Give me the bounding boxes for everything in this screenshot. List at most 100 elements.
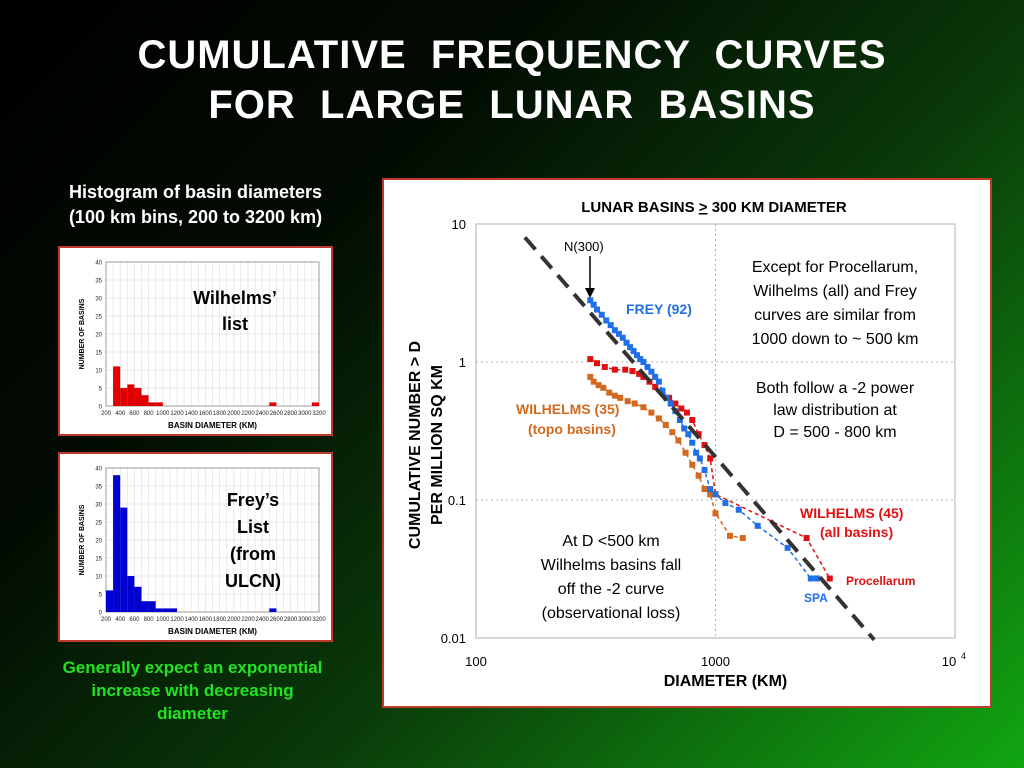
wilhelms-all-series-note: (all basins) — [820, 524, 893, 540]
frey-histogram-xtick-label: 2400 — [256, 617, 270, 623]
n300-arrowhead — [585, 288, 595, 298]
wilhelms-histogram-xtick-label: 2600 — [270, 411, 284, 417]
wilhelms-all-series-point — [629, 368, 636, 375]
wilhelms-topo-series-point — [682, 449, 689, 456]
wilhelms-topo-series-point — [648, 409, 655, 416]
title-line-2: FOR LARGE LUNAR BASINS — [208, 83, 816, 127]
wilhelms-histogram-ytick-label: 20 — [95, 333, 102, 339]
y-axis-label-line-1: CUMULATIVE NUMBER > D — [407, 341, 424, 549]
wilhelms-all-series-point — [672, 400, 679, 407]
wilhelms-histogram-ytick-label: 15 — [95, 351, 102, 357]
frey-histogram-xtick-label: 3000 — [298, 617, 312, 623]
wilhelms-all-series-point — [601, 363, 608, 370]
slide-title: CUMULATIVE FREQUENCY CURVES FOR LARGE LU… — [0, 30, 1024, 130]
frey-histogram-xtick-label: 1800 — [213, 617, 227, 623]
wilhelms-histogram-bar — [120, 388, 128, 406]
wilhelms-histogram-chart: 0 5 10 15 20 25 30 35 40 200 400 600 800 1000 1200 1400… — [79, 261, 326, 431]
wilhelms-topo-series-point — [662, 421, 669, 428]
wilhelms-histogram-panel: 0 5 10 15 20 25 30 35 40 200 400 600 800 1000 1200 1400… — [58, 246, 333, 436]
wilhelms-histogram-ytick-label: 25 — [95, 315, 102, 321]
frey-histogram-bar — [127, 576, 135, 612]
bottom-caption-line-2: increase with decreasing — [91, 681, 294, 700]
y-tick-label: 0.01 — [441, 631, 466, 646]
wilhelms-histogram-bar — [155, 402, 163, 406]
frey-series-point — [707, 486, 714, 493]
frey-series-point — [685, 431, 692, 438]
wilhelms-topo-series-point — [727, 532, 734, 539]
n300-label: N(300) — [564, 239, 604, 254]
frey-series-label: FREY (92) — [626, 301, 692, 317]
wilhelms-topo-series-point — [640, 404, 647, 411]
frey-histogram-panel: 0 5 10 15 20 25 30 35 40 200 400 600 800 1000 1200 1400… — [58, 452, 333, 642]
frey-histogram-xtick-label: 600 — [129, 617, 140, 623]
wilhelms-histogram-bar — [113, 366, 121, 406]
frey-histogram-xtick-label: 2600 — [270, 617, 284, 623]
frey-histogram-ytick-label: 5 — [99, 593, 103, 599]
y-tick-label: 0.1 — [448, 493, 466, 508]
wilhelms-histogram-xtick-label: 3200 — [312, 411, 326, 417]
frey-histogram-plot-border — [105, 467, 320, 613]
frey-histogram-bar — [134, 586, 142, 612]
wilhelms-histogram-ylabel: NUMBER OF BASINS — [79, 298, 86, 369]
bottom-caption: Generally expect an exponential increase… — [30, 656, 355, 725]
wilhelms-all-series-point — [611, 366, 618, 373]
frey-histogram-xlabel: BASIN DIAMETER (KM) — [168, 627, 257, 636]
frey-series-point — [623, 339, 630, 346]
y-tick-label: 10 — [452, 217, 466, 232]
y-axis-label-line-2: PER MILLION SQ KM — [429, 365, 446, 525]
wilhelms-topo-series-point — [669, 429, 676, 436]
frey-histogram-bar — [141, 601, 149, 612]
wilhelms-histogram-bar — [127, 384, 135, 406]
wilhelms-histogram-ytick-label: 10 — [95, 369, 102, 375]
frey-series-point — [640, 359, 647, 365]
frey-histogram-ytick-label: 25 — [95, 521, 102, 527]
wilhelms-all-series-point — [622, 366, 629, 373]
wilhelms-histogram-list-label: list — [222, 314, 248, 334]
frey-histogram-ylabel: NUMBER OF BASINS — [79, 504, 86, 575]
frey-histogram-xtick-label: 3200 — [312, 617, 326, 623]
wilhelms-all-series-label: WILHELMS (45) — [800, 505, 903, 521]
similarity-note-line: 1000 down to ~ 500 km — [752, 331, 919, 348]
frey-histogram-xtick-label: 2800 — [284, 617, 298, 623]
wilhelms-histogram-xlabel: BASIN DIAMETER (KM) — [168, 421, 257, 430]
frey-series-point — [813, 575, 820, 582]
x-tick-label: 1000 — [701, 654, 730, 669]
frey-series-point — [644, 363, 651, 370]
frey-histogram-bar — [120, 507, 128, 612]
frey-histogram-ytick-label: 10 — [95, 575, 102, 581]
wilhelms-all-series-point — [593, 360, 600, 367]
wilhelms-histogram-xtick-label: 600 — [129, 411, 140, 417]
frey-series-point — [667, 400, 674, 407]
frey-series-point — [627, 344, 634, 351]
observational-loss-note-line: off the -2 curve — [558, 581, 665, 598]
wilhelms-all-series-point — [695, 431, 702, 438]
frey-histogram-xtick-label: 2200 — [241, 617, 255, 623]
x-tick-exponent: 4 — [961, 651, 966, 661]
frey-series-point — [607, 322, 614, 329]
cumulative-frequency-panel: LUNAR BASINS > 300 KM DIAMETER 10 1 0.1 0.01… — [382, 178, 992, 708]
cumulative-frequency-chart: LUNAR BASINS > 300 KM DIAMETER 10 1 0.1 0.01… — [407, 199, 966, 690]
frey-histogram-xtick-label: 1600 — [199, 617, 213, 623]
frey-series-point — [696, 455, 703, 462]
frey-series-point — [648, 368, 655, 375]
frey-series-point — [590, 301, 597, 308]
frey-histogram-chart: 0 5 10 15 20 25 30 35 40 200 400 600 800 1000 1200 1400… — [79, 467, 326, 637]
frey-series-point — [735, 506, 742, 513]
frey-histogram-list-label: (from — [230, 544, 276, 564]
frey-histogram-bar — [169, 608, 177, 612]
wilhelms-topo-series-point — [712, 510, 719, 517]
spa-label: SPA — [804, 591, 828, 605]
wilhelms-topo-series-point — [606, 389, 613, 396]
x-axis-label: DIAMETER (KM) — [664, 673, 788, 690]
wilhelms-histogram-xtick-label: 400 — [115, 411, 126, 417]
wilhelms-topo-series-point — [617, 394, 624, 401]
frey-histogram-ytick-label: 30 — [95, 503, 102, 509]
bottom-caption-line-1: Generally expect an exponential — [62, 658, 323, 677]
wilhelms-all-series-point — [826, 575, 833, 582]
frey-series-point — [615, 330, 622, 337]
wilhelms-histogram-xtick-label: 2000 — [227, 411, 241, 417]
frey-histogram-xtick-label: 1200 — [170, 617, 184, 623]
wilhelms-histogram-bar — [141, 395, 149, 406]
power-law-note-line: Both follow a -2 power — [756, 380, 915, 397]
frey-histogram-list-label: Frey’s — [227, 490, 279, 510]
